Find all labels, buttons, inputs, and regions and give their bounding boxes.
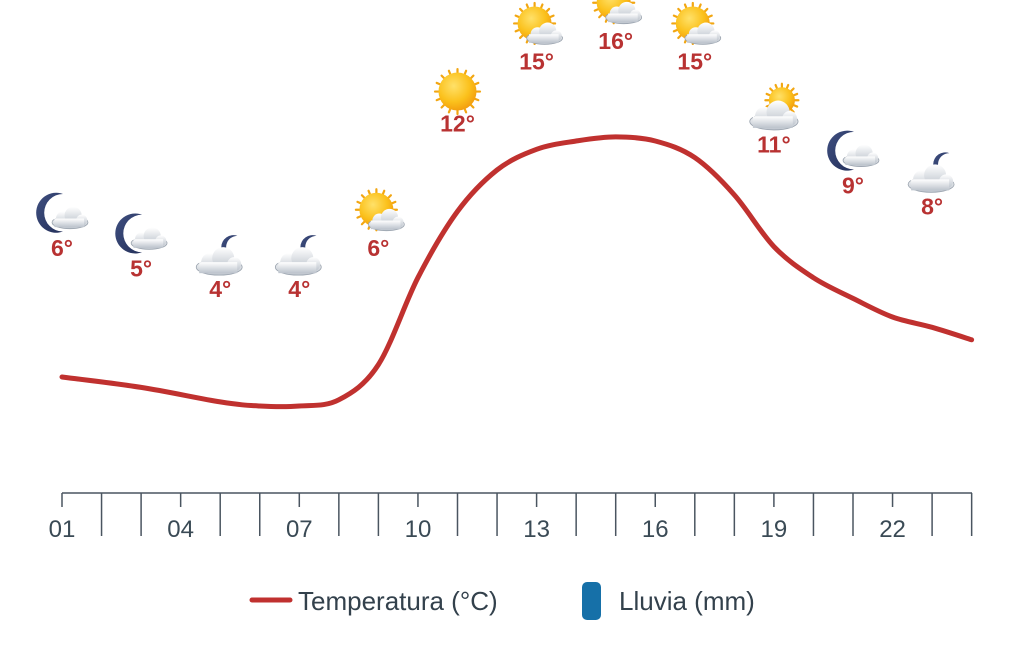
x-tick-label: 19 [761,516,788,543]
sun-cloud-icon [671,1,722,46]
moon-shape [827,130,854,171]
temperature-label: 16° [598,28,633,54]
cloud-shape [749,100,799,131]
temperature-label: 15° [677,48,712,74]
sun-cloud-icon [354,188,405,232]
cloud-shape [842,144,880,167]
legend-temperature-label: Temperatura (°C) [298,586,498,616]
cloud-moon-icon [907,152,955,193]
cloud-moon-icon [274,235,322,276]
temperature-label: 15° [519,48,554,74]
temperature-label: 8° [921,193,943,219]
moon-shape [115,213,143,254]
legend-rain-label: Lluvia (mm) [619,586,755,616]
cloud-shape [907,164,955,193]
x-axis: 01 04 07 10 13 16 19 22 [49,492,973,543]
moon-shape [36,192,63,233]
temperature-label: 6° [51,235,73,261]
cloud-shape [274,247,322,276]
cloud-shape [195,247,243,276]
cloud-shape [526,22,563,45]
x-tick-label: 10 [405,516,432,543]
cloud-shape [684,22,722,45]
x-tick-label: 16 [642,516,669,543]
cloud-shape [130,227,168,250]
x-tick-label: 22 [879,516,906,543]
temperature-line [59,134,975,410]
sun-cloud-icon [592,0,643,25]
sun-shape [433,67,482,116]
legend: Temperatura (°C) Lluvia (mm) [249,582,755,620]
x-tick-label: 13 [523,516,550,543]
temperature-label: 4° [288,276,310,302]
weather-icons [36,0,955,276]
cloud-sun-icon [749,82,800,131]
x-tick-label: 07 [286,516,313,543]
x-tick-label: 01 [49,516,76,543]
legend-rain-swatch [582,582,601,620]
cloud-shape [51,206,89,230]
sun-cloud-icon [512,1,563,46]
cloud-shape [368,208,405,232]
cloud-moon-icon [195,235,243,276]
temperature-label: 4° [209,276,231,302]
temperature-label: 6° [367,235,389,261]
x-tick-label: 04 [167,516,194,543]
cloud-shape [605,1,643,25]
moon-cloud-icon [36,192,89,233]
temperature-label: 5° [130,255,152,281]
moon-cloud-icon [115,213,168,254]
temperature-label: 12° [440,111,475,137]
sun-icon [433,67,482,116]
temperature-label: 11° [757,131,791,157]
moon-cloud-icon [827,130,880,171]
temperature-label: 9° [842,173,864,199]
temperature-labels: 6° 5° 4° 4° 6° 12° 15° 16° 15° 11° 9° 8° [51,28,943,302]
